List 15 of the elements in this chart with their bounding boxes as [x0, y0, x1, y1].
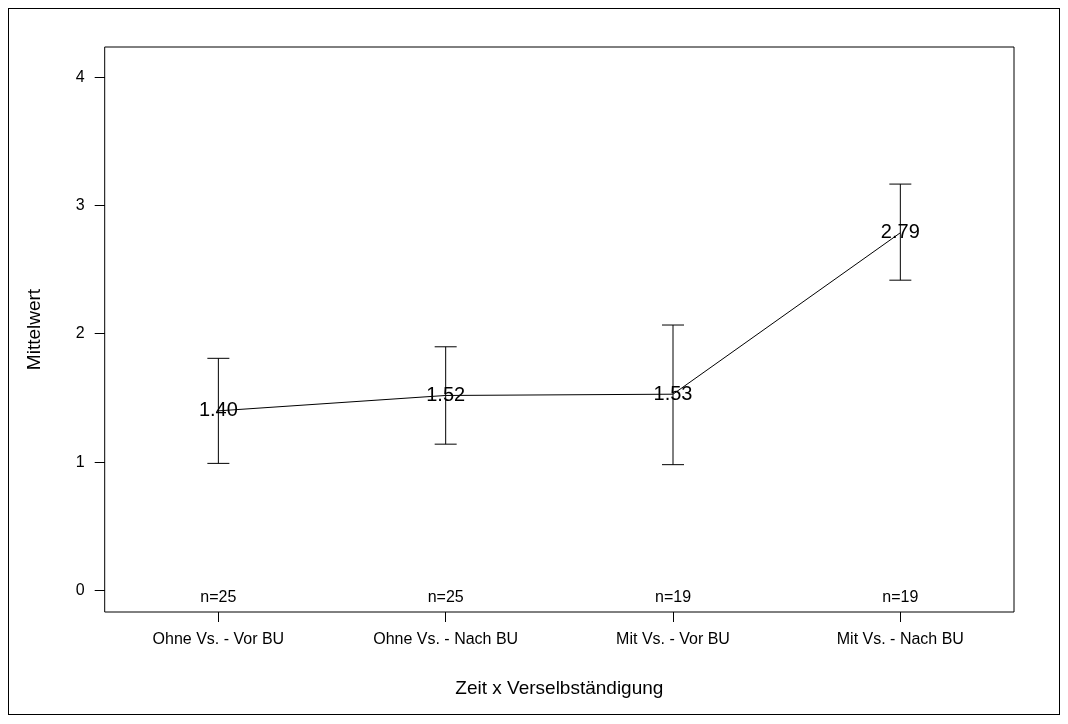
annotation: n=25 — [427, 588, 464, 606]
x-tick-label: Ohne Vs. - Vor BU — [152, 630, 285, 648]
y-axis-title: Mittelwert — [22, 288, 44, 371]
annotation: n=25 — [200, 588, 237, 606]
x-tick-label: Mit Vs. - Vor BU — [616, 630, 730, 648]
y-tick-label: 1 — [75, 452, 85, 470]
annotation: n=19 — [654, 588, 692, 606]
x-tick-label: Mit Vs. - Nach BU — [836, 630, 964, 648]
y-tick-label: 3 — [75, 196, 85, 214]
x-tick-label: Ohne Vs. - Nach BU — [373, 630, 519, 648]
y-tick-label: 0 — [75, 580, 85, 598]
x-axis-title: Zeit x Verselbständigung — [455, 676, 664, 698]
y-tick-label: 4 — [75, 68, 85, 86]
y-tick-label: 2 — [75, 324, 85, 342]
annotation: n=19 — [882, 588, 919, 606]
